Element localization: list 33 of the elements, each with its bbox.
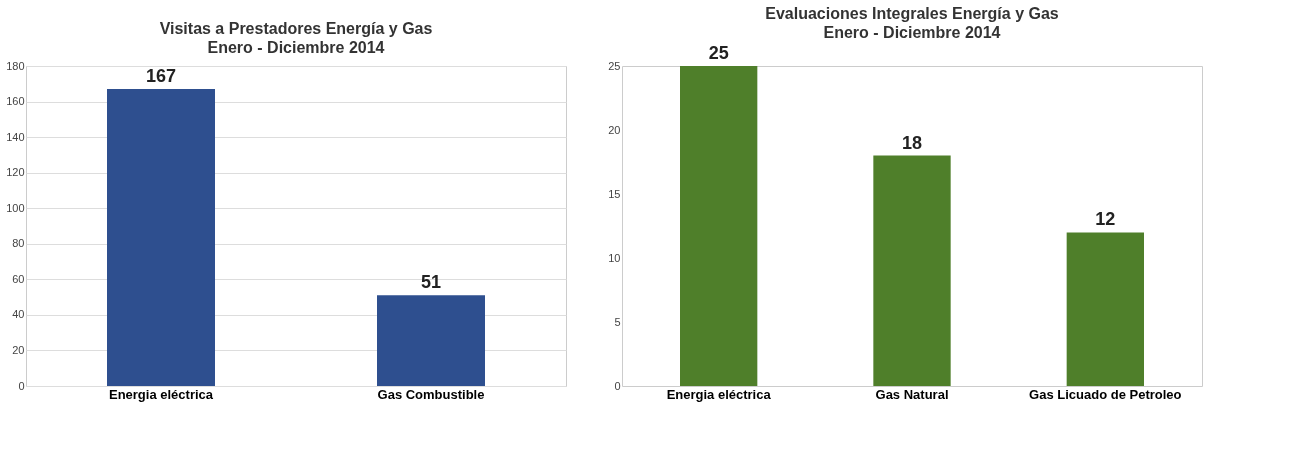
data-label: 167 — [145, 66, 177, 87]
x-tick-label: Energia eléctrica — [108, 386, 214, 402]
data-label: 12 — [1095, 209, 1116, 230]
x-tick-label: Gas Licuado de Petroleo — [1029, 386, 1182, 402]
y-tick-label: 60 — [12, 272, 25, 285]
bar — [873, 155, 951, 386]
bar — [1066, 232, 1144, 386]
y-tick-label: 180 — [6, 59, 25, 72]
chart-title: Visitas a Prestadores Energía y Gas — [159, 20, 433, 37]
y-tick-label: 20 — [608, 123, 621, 136]
bar — [680, 66, 758, 386]
y-tick-label: 25 — [608, 59, 621, 72]
chart-subtitle: Enero - Diciembre 2014 — [207, 39, 385, 56]
data-label: 18 — [901, 132, 923, 153]
y-tick-label: 160 — [6, 95, 25, 108]
chart-subtitle: Enero - Diciembre 2014 — [823, 24, 1001, 41]
y-tick-label: 15 — [608, 187, 621, 200]
data-label: 51 — [420, 272, 442, 293]
chart-title: Evaluaciones Integrales Energía y Gas — [765, 5, 1059, 22]
y-tick-label: 20 — [12, 343, 25, 356]
y-tick-label: 0 — [614, 379, 621, 392]
data-label: 25 — [708, 43, 729, 63]
y-tick-label: 40 — [12, 308, 25, 321]
y-tick-label: 80 — [12, 237, 25, 250]
y-tick-label: 10 — [608, 251, 621, 264]
x-tick-label: Gas Natural — [875, 386, 949, 402]
y-tick-label: 5 — [614, 315, 621, 328]
x-tick-label: Gas Combustible — [377, 386, 485, 402]
y-tick-label: 100 — [6, 201, 25, 214]
y-tick-label: 120 — [6, 166, 25, 179]
x-tick-label: Energia eléctrica — [666, 386, 772, 402]
y-tick-label: 0 — [18, 379, 25, 392]
y-tick-label: 140 — [6, 130, 25, 143]
